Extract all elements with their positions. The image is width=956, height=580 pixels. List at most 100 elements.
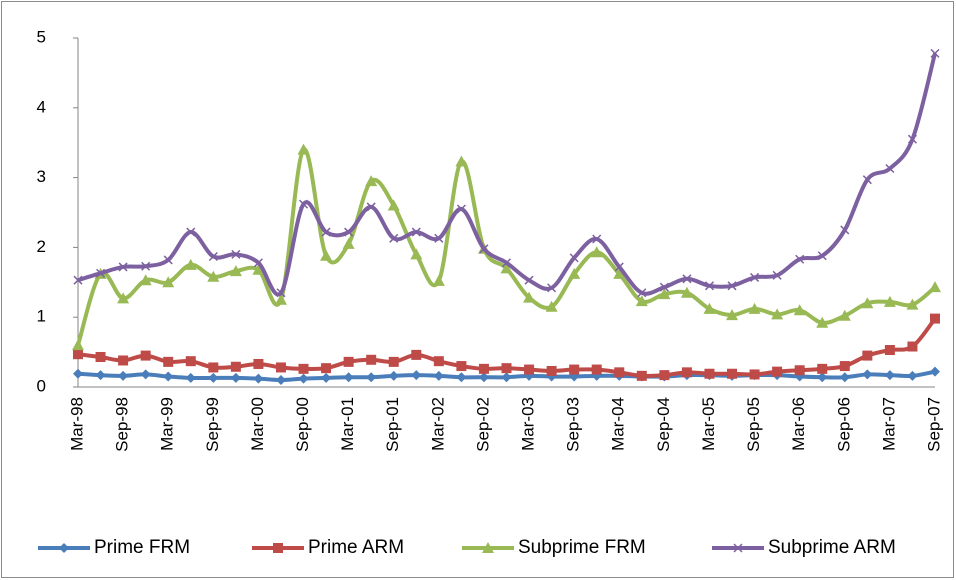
data-point [321,227,331,237]
legend-label: Subprime FRM [518,537,646,558]
data-point [163,371,174,382]
data-point [885,163,895,174]
x-tick-label: Sep-01 [383,397,402,452]
data-point [366,354,377,365]
data-point [186,227,196,237]
legend-item: Prime ARM [252,537,404,558]
legend-marker [733,543,743,553]
x-tick-label: Sep-05 [744,397,763,452]
data-point [365,175,378,187]
data-point [635,295,648,307]
data-point [343,372,354,383]
data-point [455,155,468,167]
y-tick-label: 1 [37,307,46,326]
data-point [501,372,512,383]
data-point [591,364,602,375]
data-point [253,258,263,268]
legend-item: Prime FRM [38,537,190,558]
data-point [772,366,783,377]
legend-marker [482,542,494,553]
data-point [613,267,626,279]
data-point [906,298,919,310]
data-point [545,300,558,312]
data-point [681,367,692,378]
x-tick-label: Mar-98 [67,397,86,451]
data-point [658,288,671,300]
data-point [862,369,873,380]
data-point [703,302,716,314]
data-point [861,297,874,309]
x-tick-label: Mar-03 [519,397,538,451]
x-tick-label: Sep-02 [473,397,492,452]
data-point [930,366,940,377]
y-tick-label: 0 [37,376,46,395]
data-point [118,370,129,381]
x-tick-label: Sep-98 [113,397,132,452]
data-point [659,370,670,381]
x-tick-label: Sep-00 [293,397,312,452]
data-point [884,345,895,356]
data-point [793,304,806,316]
legend-label: Prime FRM [94,537,190,558]
data-point [456,204,466,214]
data-point [274,293,287,305]
data-point [680,286,693,298]
data-point [704,368,715,379]
data-point [185,356,196,367]
data-point [884,370,895,381]
legend-label: Prime ARM [308,537,404,558]
data-point [411,370,422,381]
x-tick-label: Mar-05 [699,397,718,451]
data-point [456,372,467,383]
data-point [162,276,175,288]
data-point [772,270,782,280]
data-point [72,339,84,351]
data-point [141,261,151,271]
data-point [297,143,310,155]
data-point [840,225,850,235]
data-point [95,370,106,381]
data-point [184,258,197,270]
legend-item: Subprime ARM [712,537,896,558]
data-point [771,308,784,320]
data-point [501,258,512,268]
data-point [96,268,106,278]
legend-marker [273,543,283,553]
data-point [208,362,219,373]
data-point [321,372,332,383]
data-point [320,249,333,261]
data-point [366,372,377,383]
data-point [344,227,354,237]
data-point [727,368,738,379]
data-point [433,356,444,367]
data-point [816,316,829,328]
data-point [275,375,286,386]
data-point [659,282,669,292]
data-point [930,48,940,58]
data-point [839,361,850,372]
data-point [907,370,918,381]
data-point [929,281,941,293]
data-point [794,365,805,376]
data-point [748,302,761,314]
x-tick-label: Sep-04 [654,397,673,452]
data-point [479,244,489,254]
data-point [432,274,445,286]
data-point [387,199,400,211]
data-point [139,274,152,286]
data-point [434,233,444,243]
data-point [343,356,354,367]
data-point [592,234,602,244]
legend-label: Subprime ARM [768,537,896,558]
data-point [907,341,918,352]
data-point [568,267,581,279]
data-point [298,373,309,384]
data-point [817,363,828,374]
data-point [298,363,309,374]
data-point [411,349,422,360]
data-point [478,372,489,383]
data-point [207,270,220,282]
data-point [95,351,106,362]
data-point [366,202,376,212]
